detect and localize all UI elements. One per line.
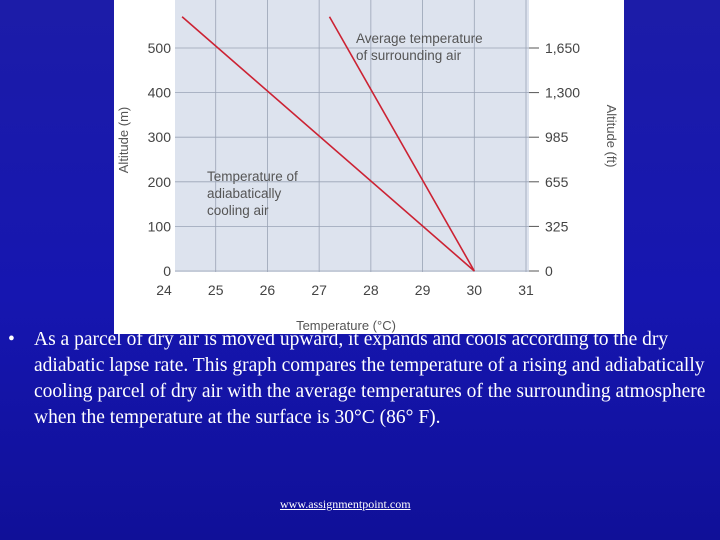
y-right-tick-label: 985 xyxy=(545,129,569,145)
x-tick-label: 29 xyxy=(415,282,431,298)
y-tick-label: 100 xyxy=(148,218,172,234)
annotation-average-temperature: Average temperature of surrounding air xyxy=(356,31,486,63)
series-group xyxy=(181,16,475,272)
series-line-adiabatic-cooling xyxy=(181,16,475,272)
annotation-adiabatic-line-3: cooling air xyxy=(207,203,269,218)
x-tick-label: 25 xyxy=(208,282,224,298)
caption-bullet-item: • As a parcel of dry air is moved upward… xyxy=(8,327,716,431)
y-tick-label: 400 xyxy=(148,85,172,101)
y-tick-label: 200 xyxy=(148,174,172,190)
annotation-adiabatic-line-1: Temperature of xyxy=(207,169,298,184)
annotation-adiabatic-cooling: Temperature of adiabatically cooling air xyxy=(207,169,302,218)
lapse-rate-chart: 24 25 26 27 28 29 30 31 0 0 100 325 200 655 300 985 400 1… xyxy=(116,0,619,333)
annotation-average-line-1: Average temperature xyxy=(356,31,483,46)
footer-link[interactable]: www.assignmentpoint.com xyxy=(280,497,411,511)
y-axis-label: Altitude (m) xyxy=(116,107,131,173)
x-tick-label: 26 xyxy=(260,282,276,298)
y-tick-label: 300 xyxy=(148,129,172,145)
bullet-marker: • xyxy=(8,329,15,350)
x-tick-label: 27 xyxy=(311,282,327,298)
y-right-tick-label: 1,650 xyxy=(545,40,580,56)
series-line-surrounding-air xyxy=(328,16,475,272)
x-tick-label: 30 xyxy=(466,282,482,298)
caption-text: As a parcel of dry air is moved upward, … xyxy=(34,329,706,428)
y-right-tick-label: 655 xyxy=(545,174,569,190)
y-tick-label: 0 xyxy=(163,263,171,279)
x-axis-label: Temperature (°C) xyxy=(296,318,396,333)
annotation-adiabatic-line-2: adiabatically xyxy=(207,186,282,201)
y-right-tick-label: 325 xyxy=(545,218,569,234)
y-right-tick-label: 1,300 xyxy=(545,85,580,101)
x-tick-label: 31 xyxy=(518,282,534,298)
x-tick-label: 24 xyxy=(156,282,172,298)
x-tick-label: 28 xyxy=(363,282,379,298)
annotation-average-line-2: of surrounding air xyxy=(356,48,462,63)
tick-labels: 24 25 26 27 28 29 30 31 0 0 100 325 200 655 300 985 400 1… xyxy=(148,40,581,298)
y-axis-right-label: Altitude (ft) xyxy=(604,105,619,168)
y-tick-label: 500 xyxy=(148,40,172,56)
y-right-tick-label: 0 xyxy=(545,263,553,279)
figure-panel: 24 25 26 27 28 29 30 31 0 0 100 325 200 655 300 985 400 1… xyxy=(114,0,624,334)
